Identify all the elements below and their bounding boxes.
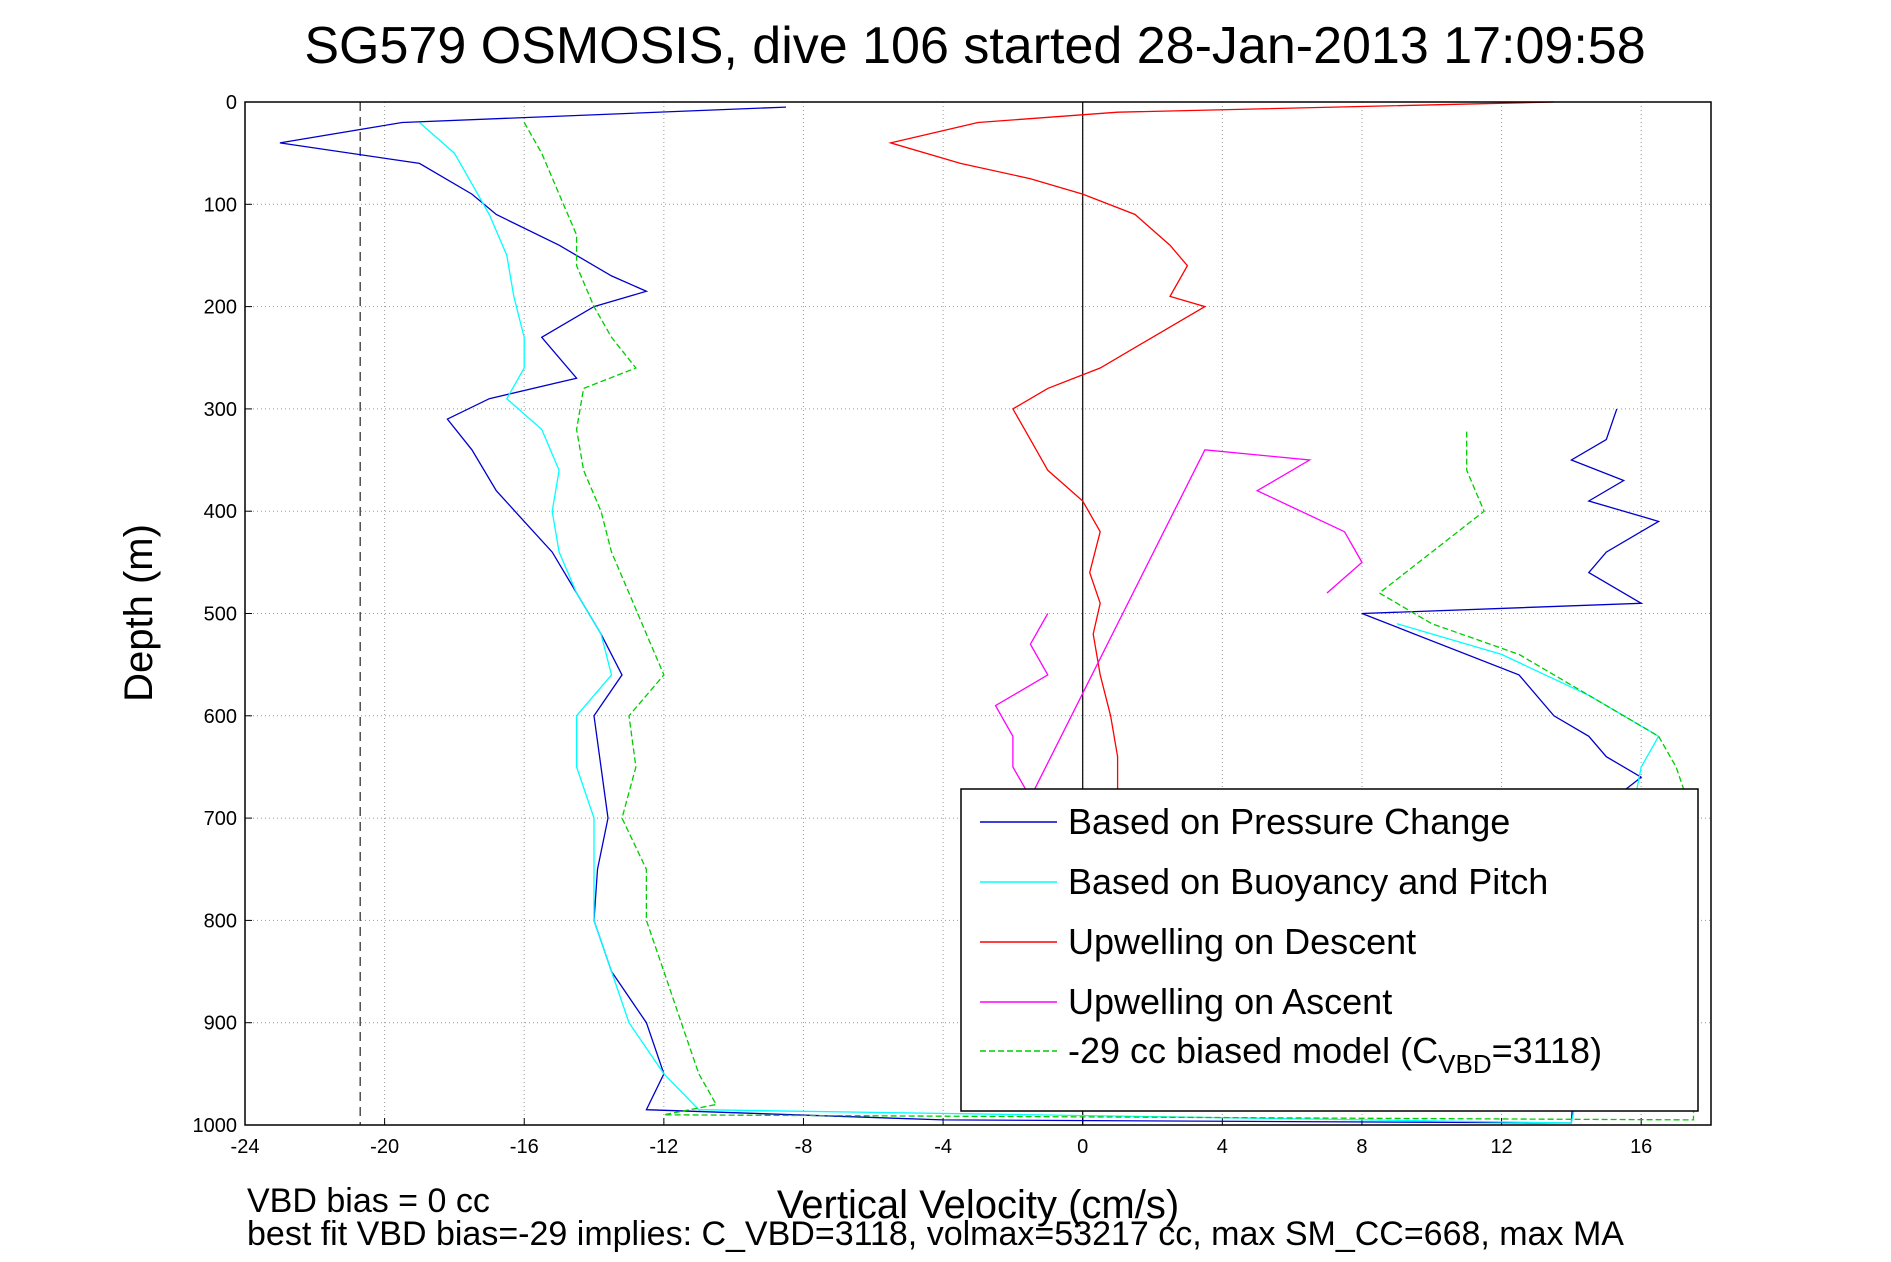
x-tick-label: -4	[934, 1136, 952, 1158]
x-tick-labels: -24 -20 -16 -12 -8 -4 0 4 8 12 16	[231, 1136, 1653, 1158]
y-axis-label: Depth (m)	[117, 524, 161, 702]
y-tick-label: 200	[204, 297, 237, 319]
y-tick-label: 300	[204, 399, 237, 421]
legend: Based on Pressure Change Based on Buoyanc…	[960, 788, 1699, 1112]
legend-label: -29 cc biased model (CVBD=3118)	[1068, 1030, 1602, 1079]
x-axis-label: Vertical Velocity (cm/s)	[777, 1183, 1179, 1227]
legend-label: Based on Buoyancy and Pitch	[1068, 861, 1548, 902]
chart-title: SG579 OSMOSIS, dive 106 started 28-Jan-2…	[304, 17, 1645, 75]
legend-label: Based on Pressure Change	[1068, 801, 1510, 842]
series-line	[279, 106, 1661, 1124]
y-tick-labels: 0 100 200 300 400 500 600 700 800 900 1000	[193, 92, 238, 1137]
footer-line-2: best fit VBD bias=-29 implies: C_VBD=311…	[247, 1215, 1624, 1253]
x-tick-label: -24	[231, 1136, 260, 1158]
series-line	[994, 449, 1363, 799]
x-tick-label: 4	[1217, 1136, 1228, 1158]
y-tick-label: 800	[204, 910, 237, 932]
y-tick-label: 500	[204, 604, 237, 626]
x-tick-label: 0	[1077, 1136, 1088, 1158]
footer-line-1: VBD bias = 0 cc	[247, 1182, 490, 1220]
series-line	[888, 101, 1554, 798]
legend-box	[960, 788, 1699, 1112]
x-tick-label: -8	[795, 1136, 813, 1158]
series-line	[523, 122, 1695, 1121]
legend-label: Upwelling on Descent	[1068, 921, 1416, 962]
y-tick-label: 900	[204, 1013, 237, 1035]
series-line	[419, 122, 1660, 1124]
legend-label: Upwelling on Ascent	[1068, 981, 1392, 1022]
x-tick-label: 8	[1356, 1136, 1367, 1158]
y-tick-label: 400	[204, 501, 237, 523]
y-tick-label: 1000	[193, 1115, 238, 1137]
x-tick-label: 16	[1630, 1136, 1652, 1158]
x-tick-label: 12	[1490, 1136, 1512, 1158]
plot-frame	[244, 101, 1712, 1126]
y-tick-label: 100	[204, 194, 237, 216]
x-tick-label: -20	[370, 1136, 399, 1158]
x-tick-label: -16	[510, 1136, 539, 1158]
y-tick-label: 0	[226, 92, 237, 114]
x-tick-label: -12	[649, 1136, 678, 1158]
y-tick-label: 700	[204, 808, 237, 830]
y-tick-label: 600	[204, 706, 237, 728]
